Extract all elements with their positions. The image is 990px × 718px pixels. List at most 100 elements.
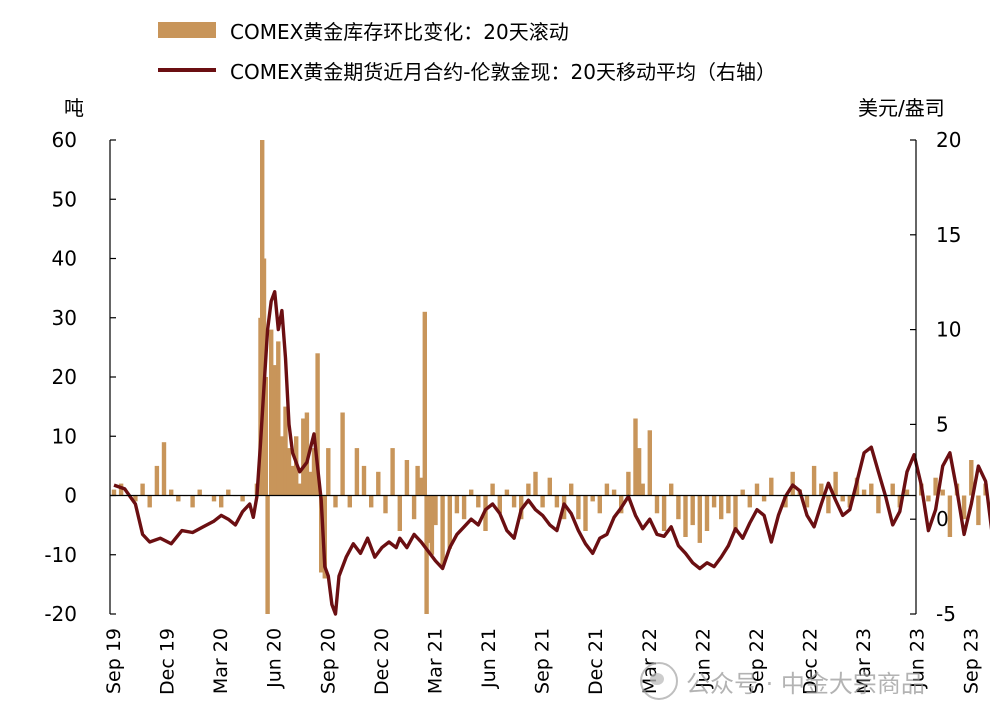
bar-14 (211, 495, 217, 502)
bar-128 (897, 495, 902, 508)
bar-15 (219, 495, 224, 508)
bar-86 (604, 483, 610, 496)
bar-98 (683, 495, 688, 537)
bar-25 (265, 495, 270, 614)
bar-49 (369, 495, 374, 508)
bar-79 (554, 495, 560, 508)
bar-42 (326, 448, 331, 496)
legend: COMEX黄金库存环比变化：20天滚动 COMEX黄金期货近月合约-伦敦金现：2… (158, 10, 776, 90)
wechat-icon (640, 662, 678, 700)
bar-51 (383, 495, 388, 514)
bar-12 (197, 489, 202, 496)
bar-45 (340, 412, 345, 496)
y-right-tick-label: 0 (936, 507, 949, 531)
bar-66 (461, 495, 467, 520)
bar-97 (676, 495, 681, 520)
bar-116 (811, 465, 817, 496)
bar-40 (319, 495, 324, 573)
legend-label-line: COMEX黄金期货近月合约-伦敦金现：20天移动平均（右轴） (230, 59, 776, 84)
bar-59 (424, 495, 429, 614)
bar-71 (497, 495, 502, 514)
bar-85 (597, 495, 602, 514)
bar-119 (833, 471, 838, 496)
bar-120 (840, 495, 845, 502)
bar-105 (733, 495, 738, 531)
bar-55 (411, 495, 417, 520)
y-left-tick-label: 10 (52, 424, 77, 448)
bar-137 (961, 495, 967, 520)
bar-90 (633, 418, 638, 496)
bar-68 (476, 495, 481, 508)
bar-0 (111, 489, 117, 496)
bar-76 (533, 471, 538, 496)
bar-62 (433, 495, 438, 526)
bar-70 (490, 483, 495, 496)
y-left-tick-label: 40 (52, 247, 77, 271)
bar-38 (311, 448, 317, 496)
y-left-tick-label: -10 (44, 543, 77, 567)
bar-102 (711, 495, 717, 508)
y-left-tick-label: 30 (52, 306, 77, 330)
legend-swatch-line (158, 68, 216, 72)
bar-32 (290, 465, 295, 496)
y-left-tick-label: 60 (52, 128, 77, 152)
bar-104 (726, 495, 731, 514)
bar-series (111, 140, 988, 614)
bar-30 (283, 406, 288, 496)
bar-24 (263, 377, 268, 496)
y-left-tick-label: 0 (64, 484, 77, 508)
bar-56 (415, 465, 420, 496)
bar-8 (169, 489, 174, 496)
bar-83 (583, 495, 588, 531)
bar-88 (619, 495, 624, 514)
bar-133 (933, 477, 938, 496)
bar-87 (611, 489, 617, 496)
bar-72 (504, 489, 510, 496)
bar-28 (276, 341, 281, 496)
bar-112 (783, 495, 788, 508)
x-tick-label: Dec 22 (800, 628, 822, 695)
bar-54 (404, 460, 410, 496)
bar-65 (454, 495, 460, 514)
bar-91 (636, 448, 642, 496)
bar-124 (869, 483, 874, 496)
bar-27 (272, 365, 277, 496)
legend-item-bars: COMEX黄金库存环比变化：20天滚动 (158, 10, 776, 50)
x-tick-label: Sep 20 (317, 628, 339, 694)
bar-132 (926, 495, 931, 502)
bar-50 (376, 471, 381, 496)
x-tick-label: Mar 23 (853, 628, 875, 694)
bar-123 (861, 489, 867, 496)
bar-4 (140, 483, 145, 496)
bar-64 (447, 495, 452, 549)
bar-125 (876, 495, 881, 514)
bar-6 (154, 465, 160, 496)
x-tick-label: Mar 20 (210, 628, 232, 694)
x-tick-label: Jun 22 (692, 628, 714, 689)
bar-16 (226, 489, 231, 496)
bar-107 (747, 495, 752, 508)
y-right-tick-label: 10 (936, 318, 961, 342)
watermark-text: 公众号 · 中金大宗商品 (686, 669, 925, 698)
x-tick-label: Dec 21 (585, 628, 607, 695)
bar-84 (590, 495, 595, 502)
x-tick-label: Dec 19 (157, 628, 179, 695)
x-tick-label: Sep 23 (960, 628, 982, 694)
bar-35 (301, 418, 306, 496)
bar-3 (133, 495, 138, 502)
bar-7 (161, 442, 167, 496)
bar-37 (308, 471, 313, 496)
bar-36 (304, 412, 310, 496)
bar-1 (118, 483, 124, 496)
bar-29 (279, 436, 285, 496)
bar-96 (669, 483, 674, 496)
bar-135 (947, 495, 953, 537)
bar-58 (422, 311, 427, 496)
bar-47 (354, 448, 360, 496)
y-right-tick-label: 5 (936, 412, 949, 436)
bar-52 (390, 448, 395, 496)
bar-48 (361, 465, 367, 496)
bar-106 (740, 489, 745, 496)
